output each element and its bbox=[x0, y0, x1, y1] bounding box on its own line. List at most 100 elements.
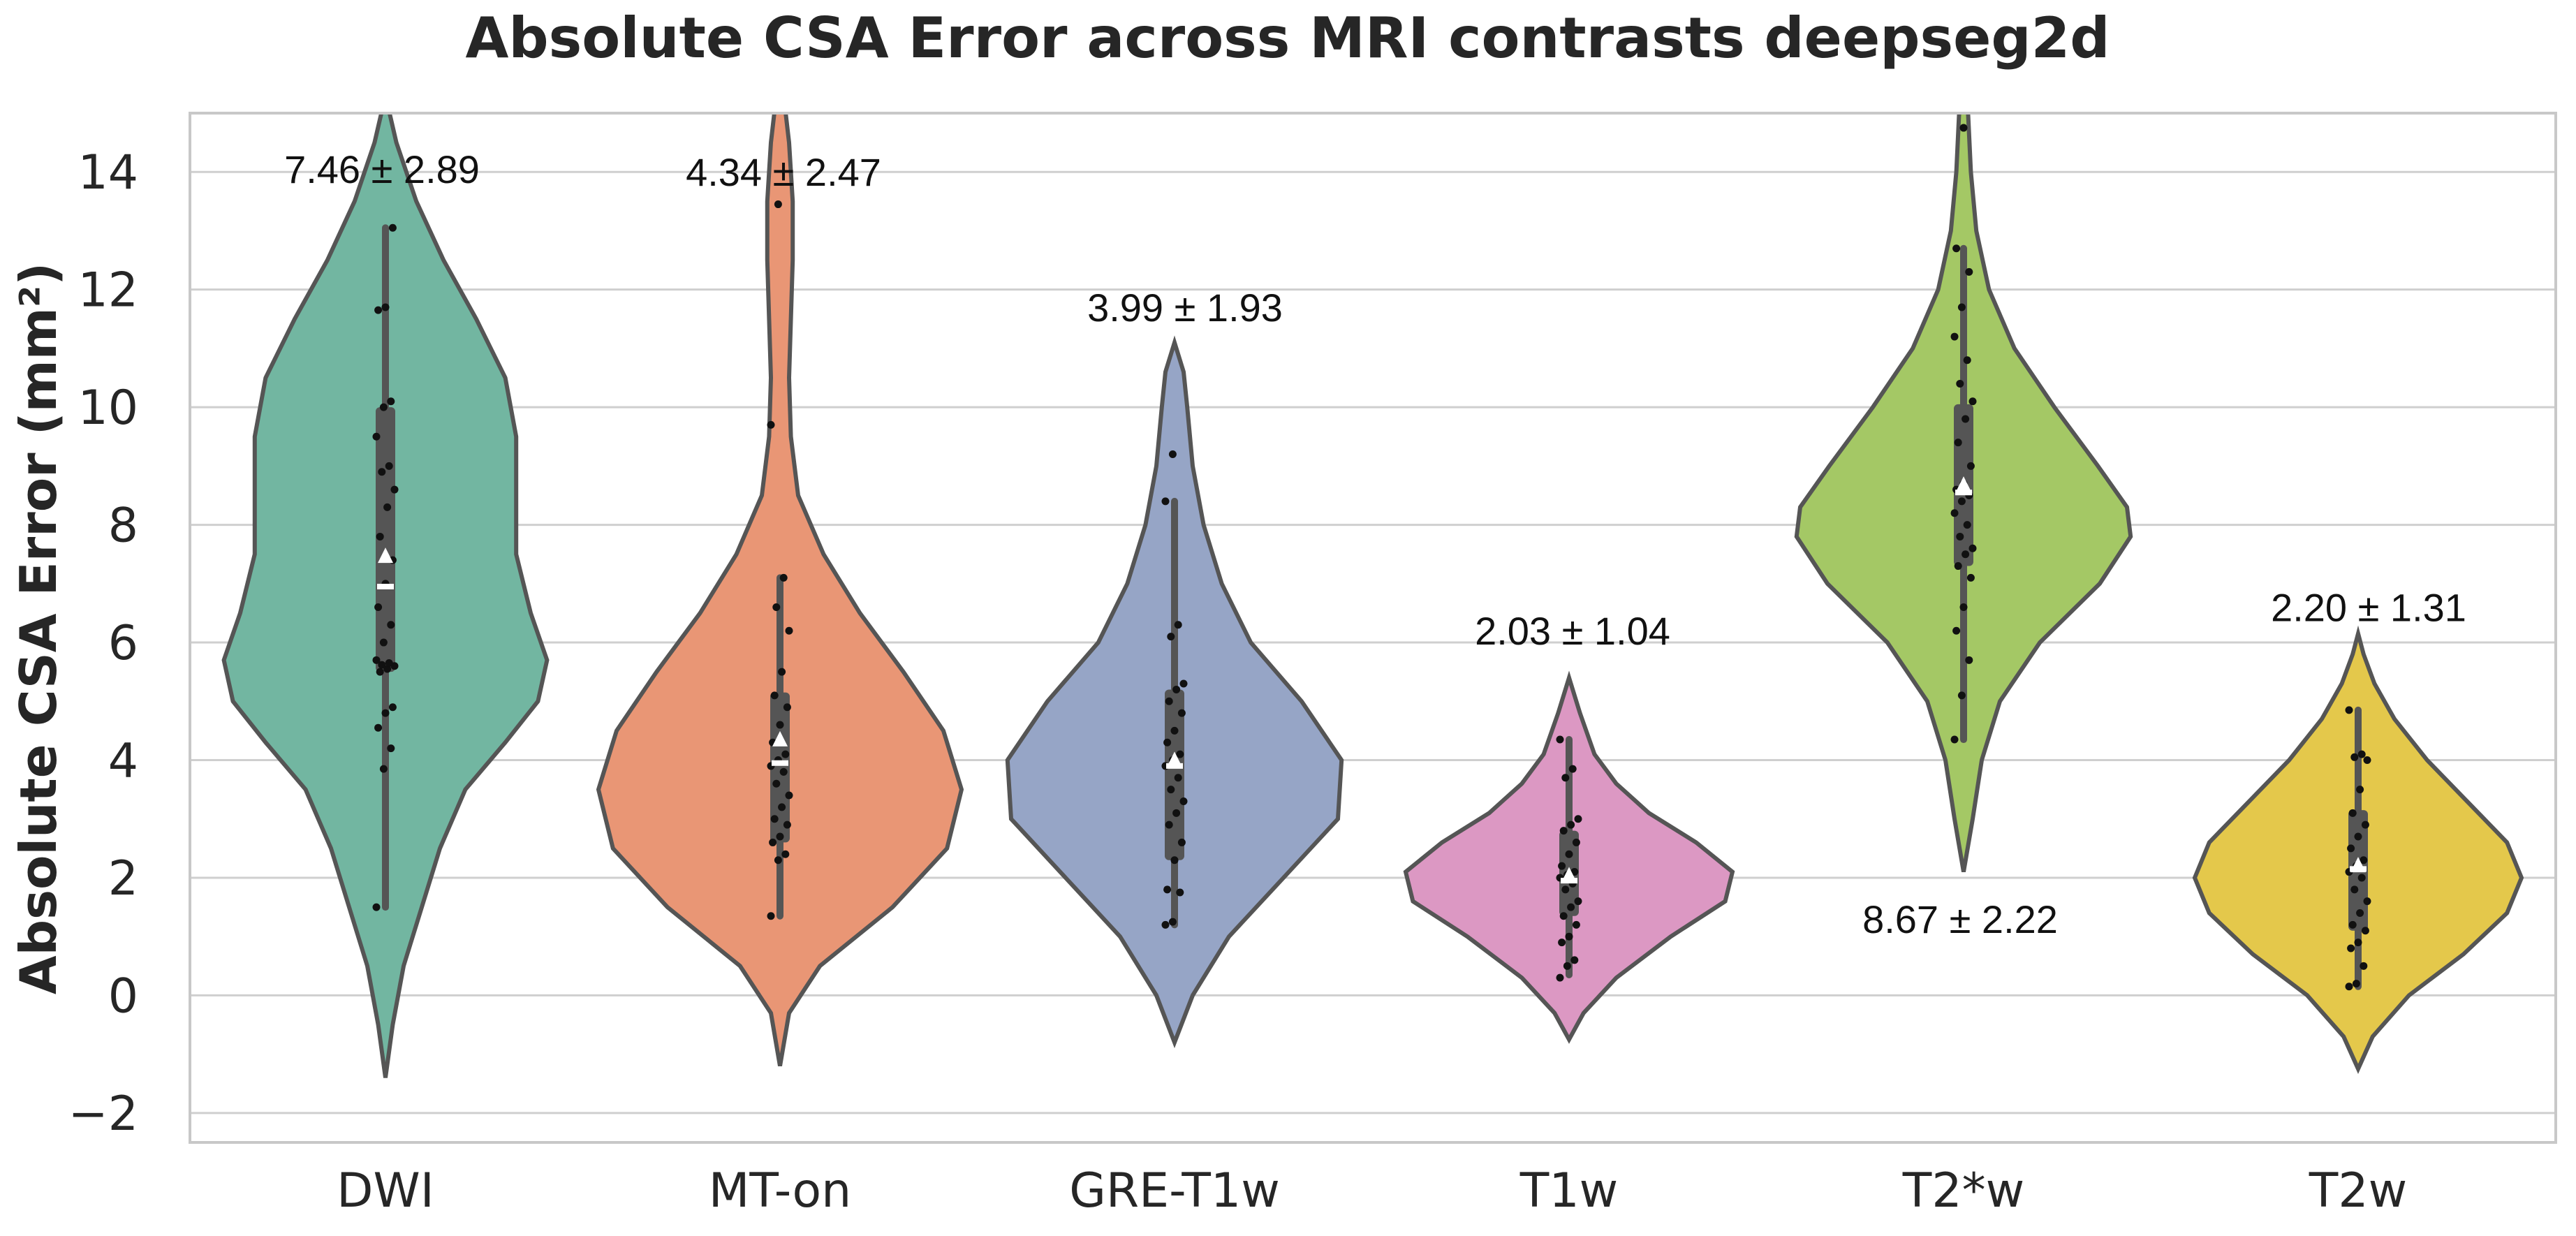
data-point bbox=[769, 838, 777, 846]
data-point bbox=[1962, 550, 1970, 559]
data-point bbox=[2347, 844, 2355, 853]
data-point bbox=[374, 723, 383, 732]
mean-sd-annotation: 8.67 ± 2.22 bbox=[1862, 897, 2058, 941]
data-point bbox=[385, 462, 393, 470]
data-point bbox=[2361, 821, 2369, 829]
data-point bbox=[1568, 765, 1577, 773]
data-point bbox=[778, 803, 786, 811]
y-tick-label: 6 bbox=[108, 616, 138, 671]
data-point bbox=[1172, 809, 1181, 817]
x-axis-ticks: DWI MT-on GRE-T1w T1w T2*w T2w bbox=[337, 1163, 2407, 1219]
data-point bbox=[2354, 832, 2362, 841]
data-point bbox=[1966, 462, 1975, 470]
data-point bbox=[1565, 850, 1573, 858]
data-point bbox=[1563, 962, 1571, 970]
data-point bbox=[1956, 532, 1964, 540]
data-point bbox=[378, 661, 386, 669]
y-tick-label: 12 bbox=[78, 263, 138, 318]
data-point bbox=[381, 303, 390, 311]
violins bbox=[221, 113, 2524, 1078]
data-point bbox=[1957, 497, 1966, 506]
data-point bbox=[1963, 356, 1971, 365]
y-tick-label: 10 bbox=[78, 381, 138, 436]
y-tick-label: −2 bbox=[68, 1087, 138, 1142]
chart-title: Absolute CSA Error across MRI contrasts … bbox=[465, 6, 2110, 71]
mean-marker bbox=[1167, 751, 1182, 767]
data-point bbox=[1167, 786, 1175, 794]
data-point bbox=[781, 750, 790, 758]
data-point bbox=[1556, 735, 1564, 744]
data-point bbox=[1959, 603, 1968, 612]
annotations: 7.46 ± 2.89 4.34 ± 2.47 3.99 ± 1.93 2.03 ± … bbox=[284, 147, 2466, 941]
mean-marker bbox=[2350, 857, 2366, 873]
mean-sd-annotation: 2.20 ± 1.31 bbox=[2271, 586, 2466, 630]
violin-group-t1w bbox=[1403, 670, 1735, 1044]
data-point bbox=[1177, 838, 1186, 846]
data-point bbox=[1952, 244, 1961, 253]
violin-group-gret1w bbox=[1005, 335, 1344, 1049]
data-point bbox=[1968, 397, 1977, 406]
data-point bbox=[1172, 685, 1181, 693]
data-point bbox=[1950, 735, 1959, 744]
data-point bbox=[770, 815, 779, 823]
data-point bbox=[1957, 303, 1966, 311]
data-point bbox=[2356, 786, 2364, 794]
data-point bbox=[1161, 497, 1170, 506]
data-point bbox=[1561, 885, 1570, 894]
data-point bbox=[1161, 920, 1170, 929]
data-point bbox=[387, 744, 395, 753]
data-point bbox=[2363, 897, 2371, 906]
data-point bbox=[1168, 918, 1177, 926]
data-point bbox=[2345, 983, 2353, 991]
data-point bbox=[1163, 738, 1172, 746]
data-point bbox=[2357, 750, 2366, 758]
y-axis-ticks: −2 0 2 4 6 8 10 12 14 bbox=[68, 145, 138, 1142]
violin-group-mton bbox=[596, 113, 964, 1067]
data-point bbox=[781, 850, 790, 858]
mean-sd-annotation: 7.46 ± 2.89 bbox=[284, 147, 480, 191]
data-point bbox=[390, 485, 399, 494]
data-point bbox=[1558, 939, 1566, 947]
data-point bbox=[1962, 415, 1970, 423]
mean-sd-annotation: 4.34 ± 2.47 bbox=[686, 150, 881, 194]
data-point bbox=[770, 691, 779, 700]
data-point bbox=[778, 668, 786, 676]
data-point bbox=[1559, 912, 1568, 920]
y-tick-label: 14 bbox=[78, 145, 138, 200]
data-point bbox=[1170, 726, 1179, 735]
data-point bbox=[388, 223, 397, 232]
data-point bbox=[1574, 815, 1582, 823]
data-point bbox=[1168, 450, 1177, 459]
mean-sd-annotation: 2.03 ± 1.04 bbox=[1475, 609, 1670, 653]
data-point bbox=[772, 779, 781, 788]
data-point bbox=[772, 603, 781, 612]
data-point bbox=[783, 821, 791, 829]
violin-group-t2w bbox=[1794, 113, 2133, 873]
data-point bbox=[776, 721, 784, 729]
data-point bbox=[372, 432, 381, 441]
data-point bbox=[1565, 932, 1573, 941]
data-point bbox=[1567, 821, 1575, 829]
data-point bbox=[374, 306, 383, 314]
data-point bbox=[1165, 821, 1173, 829]
data-point bbox=[388, 703, 397, 712]
x-tick-label: T2w bbox=[2309, 1163, 2407, 1219]
data-point bbox=[378, 468, 386, 476]
data-point bbox=[2348, 809, 2357, 817]
data-point bbox=[374, 603, 383, 612]
data-point bbox=[1559, 827, 1568, 835]
data-point bbox=[1950, 332, 1959, 341]
mean-marker bbox=[772, 730, 788, 746]
y-tick-label: 2 bbox=[108, 851, 138, 906]
data-point bbox=[1567, 903, 1575, 911]
data-point bbox=[1574, 897, 1582, 906]
y-tick-label: 0 bbox=[108, 969, 138, 1024]
data-point bbox=[783, 703, 791, 712]
data-point bbox=[2345, 706, 2353, 714]
data-point bbox=[1954, 439, 1962, 447]
grid-lines bbox=[190, 170, 2556, 1114]
data-point bbox=[774, 856, 782, 865]
data-point bbox=[1163, 885, 1172, 894]
data-point bbox=[774, 200, 782, 209]
